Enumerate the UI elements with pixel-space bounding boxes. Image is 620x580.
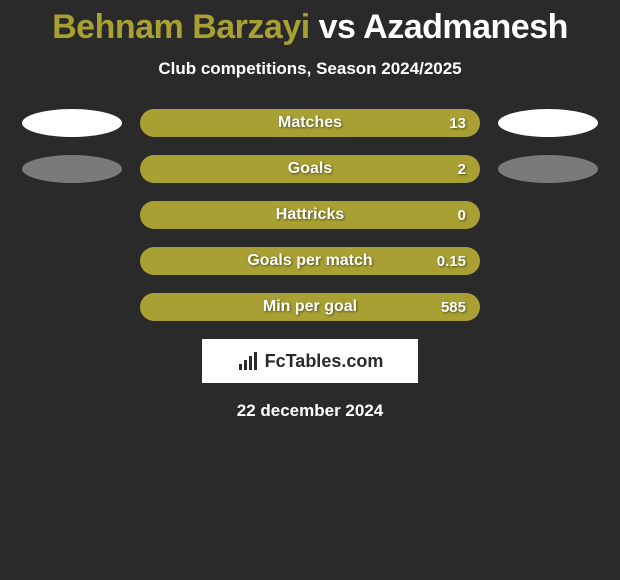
vs-separator: vs [319,8,356,46]
stat-label: Min per goal [263,298,357,316]
comparison-title: Behnam Barzayi vs Azadmanesh [0,0,620,47]
stat-label: Matches [278,114,342,132]
player2-avatar [498,109,598,137]
player2-avatar-secondary [498,155,598,183]
avatar-spacer [498,293,598,321]
avatar-spacer [498,247,598,275]
avatar-spacer [22,247,122,275]
player2-name: Azadmanesh [363,8,568,46]
season-subtitle: Club competitions, Season 2024/2025 [0,59,620,79]
stat-row: Min per goal 585 [0,293,620,321]
stat-value: 585 [441,299,466,316]
stat-bar-goals: Goals 2 [140,155,480,183]
stat-value: 13 [449,115,466,132]
avatar-spacer [22,293,122,321]
player1-avatar [22,109,122,137]
logo-text: FcTables.com [265,351,384,372]
stat-label: Goals per match [247,252,372,270]
stat-bar-mpg: Min per goal 585 [140,293,480,321]
stat-label: Hattricks [276,206,344,224]
stats-chart: Matches 13 Goals 2 Hattricks 0 Goals per… [0,109,620,321]
avatar-spacer [498,201,598,229]
stat-row: Goals 2 [0,155,620,183]
chart-icon [237,350,259,372]
stat-value: 0.15 [437,253,466,270]
stat-row: Hattricks 0 [0,201,620,229]
stat-value: 0 [458,207,466,224]
stat-bar-hattricks: Hattricks 0 [140,201,480,229]
fctables-logo: FcTables.com [202,339,418,383]
stat-row: Matches 13 [0,109,620,137]
snapshot-date: 22 december 2024 [0,401,620,421]
avatar-spacer [22,201,122,229]
player1-avatar-secondary [22,155,122,183]
stat-bar-gpm: Goals per match 0.15 [140,247,480,275]
stat-row: Goals per match 0.15 [0,247,620,275]
stat-value: 2 [458,161,466,178]
player1-name: Behnam Barzayi [52,8,310,46]
stat-bar-matches: Matches 13 [140,109,480,137]
stat-label: Goals [288,160,332,178]
